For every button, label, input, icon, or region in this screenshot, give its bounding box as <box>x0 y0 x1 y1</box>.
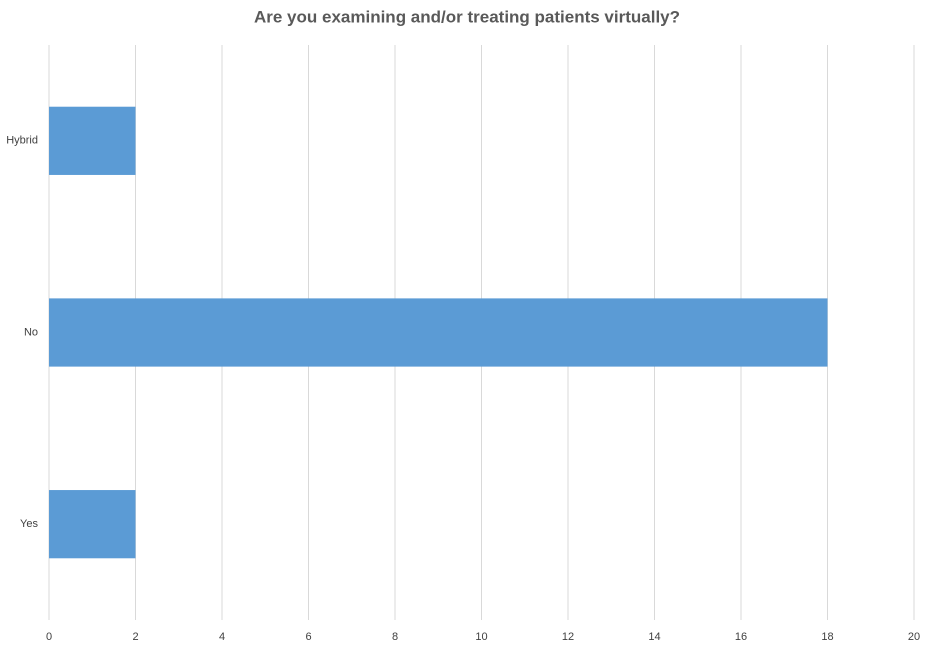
x-tick-label: 4 <box>219 631 225 643</box>
x-tick-label: 8 <box>392 631 398 643</box>
x-tick-label: 16 <box>735 631 747 643</box>
x-tick-label: 12 <box>562 631 574 643</box>
y-tick-label: No <box>24 326 38 338</box>
bar <box>49 490 136 559</box>
x-tick-label: 2 <box>132 631 138 643</box>
x-tick-label: 0 <box>46 631 52 643</box>
bar <box>49 298 828 367</box>
chart-title: Are you examining and/or treating patien… <box>254 7 680 26</box>
x-tick-label: 6 <box>305 631 311 643</box>
x-tick-label: 20 <box>908 631 920 643</box>
bar <box>49 106 136 175</box>
x-tick-label: 14 <box>648 631 660 643</box>
y-tick-label: Hybrid <box>6 135 38 147</box>
x-tick-label: 18 <box>821 631 833 643</box>
y-tick-label: Yes <box>20 518 38 530</box>
x-tick-label: 10 <box>475 631 487 643</box>
